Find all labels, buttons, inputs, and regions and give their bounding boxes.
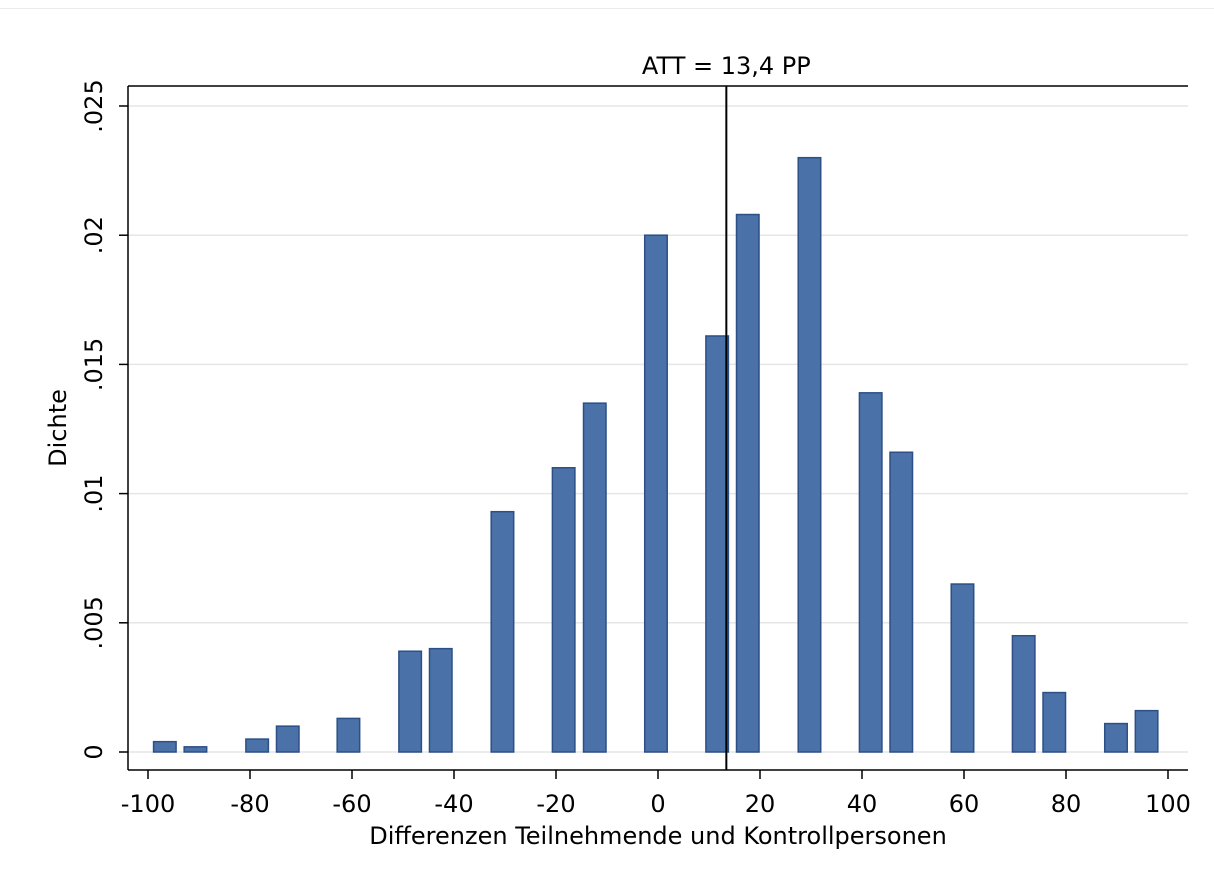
y-tick-label: .025: [80, 79, 108, 132]
histogram-bar: [245, 738, 270, 753]
top-divider: [0, 8, 1214, 9]
histogram-bar: [152, 740, 177, 753]
x-tick-label: 80: [1051, 790, 1082, 818]
x-tick-label: 60: [949, 790, 980, 818]
x-tick-label: -40: [434, 790, 473, 818]
histogram-bar: [428, 647, 453, 753]
x-tick-label: -20: [536, 790, 575, 818]
y-tick-label: .01: [80, 475, 108, 513]
att-label: ATT = 13,4 PP: [642, 52, 811, 80]
x-tick-label: -60: [332, 790, 371, 818]
histogram-bar: [858, 392, 883, 753]
histogram-bar: [275, 725, 300, 753]
x-tick-label: 20: [745, 790, 776, 818]
y-tick-label: .015: [80, 338, 108, 391]
x-tick-label: -80: [230, 790, 269, 818]
y-tick-label: 0: [80, 744, 108, 759]
y-tick-label: .005: [80, 596, 108, 649]
bars: [152, 156, 1159, 753]
histogram-bar: [582, 402, 607, 753]
histogram-bar: [735, 213, 760, 753]
histogram-bar: [551, 467, 576, 753]
histogram-bar: [797, 156, 822, 753]
histogram-bar: [490, 510, 515, 753]
histogram-bar: [705, 335, 730, 753]
histogram-bar: [643, 234, 668, 753]
x-tick-label: -100: [121, 790, 175, 818]
histogram-bar: [889, 451, 914, 753]
x-tick-label: 100: [1145, 790, 1191, 818]
y-tick-label: .02: [80, 216, 108, 254]
histogram-bar: [1011, 634, 1036, 753]
x-axis-label: Differenzen Teilnehmende und Kontrollper…: [369, 822, 947, 850]
histogram-bar: [950, 583, 975, 753]
x-tick-label: 40: [847, 790, 878, 818]
histogram-bar: [1042, 691, 1067, 753]
y-axis-label: Dichte: [44, 389, 72, 467]
histogram-bar: [398, 650, 423, 753]
reference-line-group: ATT = 13,4 PP: [642, 52, 811, 770]
histogram-bar: [1103, 722, 1128, 753]
histogram-bar: [336, 717, 361, 753]
ticks: -100 -80 -60 -40 -20 0 20 40 60 80 100 0 .005 .01 .015…: [80, 79, 1191, 818]
histogram-bar: [1134, 709, 1159, 753]
histogram-bar: [183, 746, 208, 753]
x-tick-label: 0: [650, 790, 665, 818]
